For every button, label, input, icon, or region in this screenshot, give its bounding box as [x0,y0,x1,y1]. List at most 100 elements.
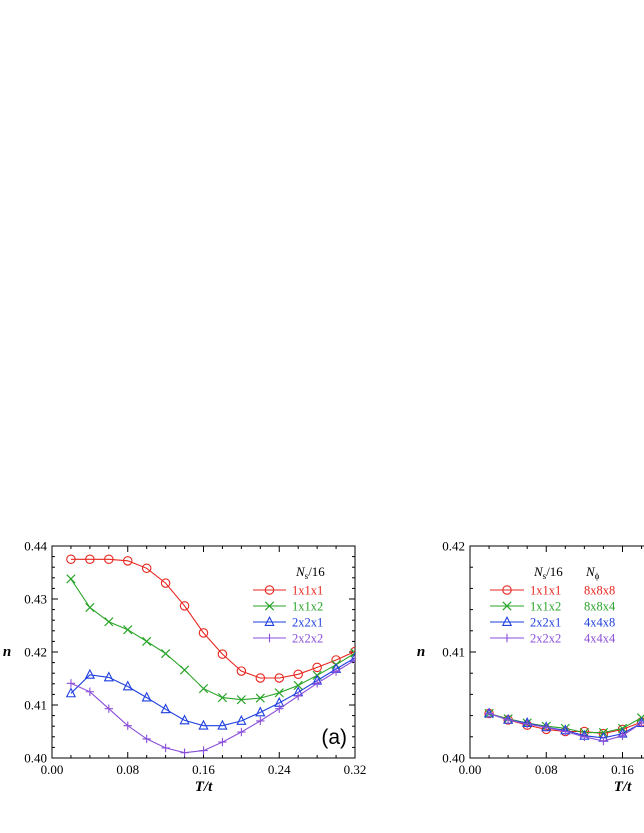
data-point [66,554,76,564]
legend-marker [502,585,512,595]
data-point [599,736,608,746]
y-tick-label: 0.40 [442,751,465,766]
data-point [198,628,209,638]
y-tick-label: 0.41 [442,645,465,660]
data-point [331,667,341,676]
data-point [141,563,152,574]
data-point [161,648,171,659]
data-point [312,662,322,673]
data-point [217,692,228,703]
series-2x2x2 [66,655,355,757]
legend-label: 1x1x2 [292,600,323,614]
plot-area [65,554,355,757]
x-tick-label: 0.00 [41,762,64,777]
data-point [85,602,95,613]
legend-marker [501,615,513,626]
x-tick-label: 0.32 [344,762,367,777]
legend-nphi-label: 4x4x8 [584,616,615,630]
y-tick-label: 0.42 [24,645,47,660]
legend-nphi-label: 4x4x4 [584,632,616,646]
data-point [142,636,152,647]
legend-nphi-label: 8x8x8 [584,584,615,598]
legend-entry-1x1x2: 1x1x2 [253,600,323,614]
data-point [275,704,284,713]
series-line [70,659,355,754]
data-point [237,727,246,737]
y-tick-label: 0.41 [24,698,47,713]
data-point [236,695,246,705]
data-point [104,704,114,713]
data-point [122,680,133,691]
x-tick-label: 0.16 [611,762,634,777]
legend-label: 1x1x1 [292,584,323,598]
data-point [66,574,76,584]
legend-label: 2x2x1 [530,616,561,630]
legend-title: Ns/16 [295,564,325,581]
legend-entry-1x1x1: 1x1x1 8x8x8 [490,584,615,598]
x-tick-label: 0.08 [116,762,139,777]
data-point [503,715,513,725]
x-tick-label: 0.24 [268,762,291,777]
y-tick-label: 0.43 [24,592,47,607]
x-tick-label: 0.16 [192,762,215,777]
data-point [580,732,589,741]
x-axis-label: T/t [195,779,213,795]
data-point [199,746,208,755]
legend-label: 1x1x1 [530,584,561,598]
data-point [179,665,190,675]
panel-label: (a) [321,726,347,749]
data-point [349,651,355,662]
y-tick-label: 0.42 [442,539,465,554]
legend-marker [264,615,275,626]
legend-marker [265,633,274,643]
legend-marker [502,633,512,643]
data-point [142,734,151,744]
legend-marker [502,601,512,611]
data-point [350,646,355,657]
data-point [160,578,171,588]
data-point [350,655,355,665]
data-point [85,687,95,696]
legend-nphi-label: 8x8x4 [584,600,616,614]
legend-label: 1x1x2 [530,600,561,614]
series-line [70,558,355,679]
plot-area [483,707,644,746]
data-point [312,679,322,688]
data-point [236,666,247,676]
legend-entry-2x2x1: 2x2x1 [253,616,323,630]
legend: Ns/16 1x1x1 1x1x2 2x2x1 2x2x2 [253,564,325,646]
data-point [66,679,76,688]
y-tick-label: 0.44 [24,539,47,554]
series-line [70,657,355,727]
chart-panel-2: 0.00 0.08 0.16 0.40 0.41 0.42 T/t n Ns/16 Nϕ 1x1x1… [417,539,644,795]
data-point [293,669,303,680]
data-point [179,714,190,725]
legend-marker [264,585,275,595]
data-point [84,668,95,679]
legend-title-nphi: Nϕ [585,564,600,581]
legend-label: 2x2x1 [292,616,323,630]
data-point [274,673,284,683]
data-point [198,683,209,694]
legend-entry-1x1x1: 1x1x1 [253,584,323,598]
data-point [637,718,644,728]
data-point [180,748,189,757]
data-point [350,648,355,658]
data-point [103,671,114,682]
data-point [274,688,284,698]
x-tick-label: 0.00 [459,762,482,777]
data-point [255,706,266,717]
series-1x1x1 [66,554,355,683]
data-point [217,719,228,730]
legend-label: 2x2x2 [292,632,323,646]
data-point [104,617,114,627]
data-point [293,680,303,691]
data-point [255,673,266,683]
legend-label: 2x2x2 [530,632,561,646]
data-point [217,649,228,659]
data-point [123,625,133,635]
data-point [198,719,209,730]
legend-entry-1x1x2: 1x1x2 8x8x4 [490,600,616,614]
x-tick-label: 0.08 [535,762,558,777]
